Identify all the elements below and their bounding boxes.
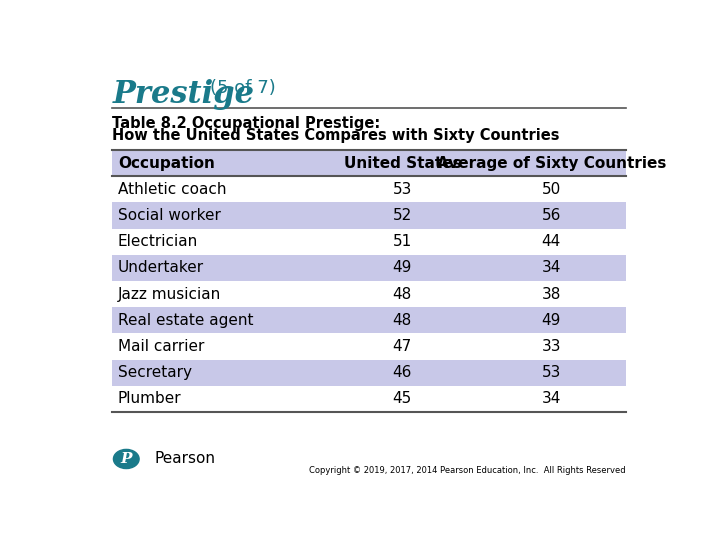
Text: 47: 47	[392, 339, 412, 354]
Bar	[112, 255, 626, 281]
Text: Real estate agent: Real estate agent	[118, 313, 253, 328]
Text: Jazz musician: Jazz musician	[118, 287, 221, 302]
Text: Electrician: Electrician	[118, 234, 198, 249]
Text: Occupation: Occupation	[118, 156, 215, 171]
Text: United States: United States	[343, 156, 462, 171]
Text: Athletic coach: Athletic coach	[118, 182, 226, 197]
Text: Social worker: Social worker	[118, 208, 221, 223]
Text: 53: 53	[541, 365, 561, 380]
Bar	[112, 360, 626, 386]
Text: Average of Sixty Countries: Average of Sixty Countries	[436, 156, 666, 171]
Text: 38: 38	[541, 287, 561, 302]
Circle shape	[114, 449, 139, 469]
Text: Secretary: Secretary	[118, 365, 192, 380]
Text: 48: 48	[392, 287, 412, 302]
Bar	[112, 150, 626, 176]
Text: 48: 48	[392, 313, 412, 328]
Text: 46: 46	[392, 365, 412, 380]
Text: 50: 50	[541, 182, 561, 197]
Text: 52: 52	[392, 208, 412, 223]
Text: Plumber: Plumber	[118, 392, 181, 407]
Text: How the United States Compares with Sixty Countries: How the United States Compares with Sixt…	[112, 128, 560, 143]
Text: 56: 56	[541, 208, 561, 223]
Text: 51: 51	[392, 234, 412, 249]
Text: 53: 53	[392, 182, 412, 197]
Text: Mail carrier: Mail carrier	[118, 339, 204, 354]
Text: Copyright © 2019, 2017, 2014 Pearson Education, Inc.  All Rights Reserved: Copyright © 2019, 2017, 2014 Pearson Edu…	[309, 465, 626, 475]
Bar	[112, 202, 626, 228]
Text: Prestige: Prestige	[112, 79, 254, 110]
Text: Undertaker: Undertaker	[118, 260, 204, 275]
Text: Pearson: Pearson	[154, 451, 215, 467]
Bar	[112, 307, 626, 333]
Text: 49: 49	[392, 260, 412, 275]
Text: 49: 49	[541, 313, 561, 328]
Text: 33: 33	[541, 339, 561, 354]
Text: 34: 34	[541, 260, 561, 275]
Text: 44: 44	[541, 234, 561, 249]
Text: 34: 34	[541, 392, 561, 407]
Text: P: P	[120, 452, 132, 466]
Text: 45: 45	[392, 392, 412, 407]
Text: (5 of 7): (5 of 7)	[210, 79, 276, 97]
Text: Table 8.2 Occupational Prestige:: Table 8.2 Occupational Prestige:	[112, 116, 381, 131]
